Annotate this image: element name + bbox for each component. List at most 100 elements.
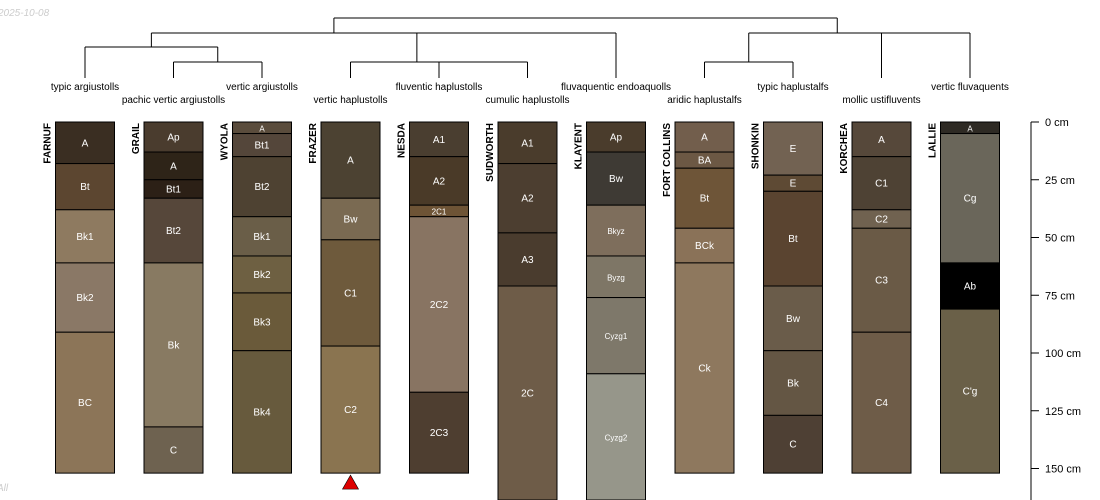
profile-name: SUDWORTH xyxy=(485,123,496,182)
horizon-band xyxy=(232,156,292,218)
profile-frazer: A Bw C1 C2 FRAZER xyxy=(308,121,381,490)
horizon-label: A xyxy=(170,161,177,172)
profile-name: SHONKIN xyxy=(751,123,762,169)
horizon-band xyxy=(497,285,558,500)
horizon-label: Bkyz xyxy=(607,227,624,236)
horizon-label: Bt xyxy=(700,194,710,205)
horizon-label: E xyxy=(790,179,797,190)
horizon-band xyxy=(55,163,115,211)
depth-tick-label: 50 cm xyxy=(1045,233,1075,245)
horizon-band xyxy=(763,190,823,287)
horizon-label: Bw xyxy=(609,174,624,185)
horizon-label: A xyxy=(259,124,265,133)
profile-name: FARNUF xyxy=(43,123,54,164)
depth-tick-label: 75 cm xyxy=(1045,290,1075,302)
taxon-label: fluventic haplustolls xyxy=(396,82,483,93)
profile-name: GRAIL xyxy=(131,123,142,154)
horizon-band xyxy=(232,255,292,294)
profile-klayent: Ap Bw Bkyz Byzg Cyzg1 Cyzg2 KLAYENT xyxy=(574,121,646,500)
horizon-label: A3 xyxy=(521,255,534,266)
horizon-label: C2 xyxy=(875,215,888,226)
horizon-band xyxy=(497,232,558,287)
horizon-label: A xyxy=(967,124,973,133)
horizon-label: Bt xyxy=(80,182,90,193)
taxon-label: mollic ustifluvents xyxy=(842,95,920,106)
horizon-band xyxy=(409,121,469,158)
horizon-band xyxy=(143,197,204,264)
truncation-marker-icon xyxy=(341,474,360,490)
taxon-label: vertic haplustolls xyxy=(314,95,388,106)
depth-tick-label: 125 cm xyxy=(1045,406,1081,418)
horizon-label: Bk2 xyxy=(76,293,94,304)
taxon-label: typic argiustolls xyxy=(51,82,119,93)
horizon-band xyxy=(409,156,469,206)
horizon-band xyxy=(763,350,823,416)
horizon-band xyxy=(320,239,381,347)
horizon-label: Bt1 xyxy=(166,184,181,195)
horizon-label: Bt1 xyxy=(254,141,269,152)
horizon-band xyxy=(143,426,204,474)
horizon-label: C1 xyxy=(875,179,888,190)
horizon-label: C3 xyxy=(875,276,888,287)
horizon-label: Bk3 xyxy=(253,317,271,328)
horizon-label: A xyxy=(347,156,354,167)
horizon-band xyxy=(674,121,735,153)
depth-tick-label: 100 cm xyxy=(1045,348,1081,360)
horizon-label: Ck xyxy=(698,364,711,375)
depth-tick-label: 25 cm xyxy=(1045,175,1075,187)
horizon-label: Cyzg1 xyxy=(605,332,628,341)
horizon-label: BCk xyxy=(695,241,715,252)
profile-grail: Ap A Bt1 Bt2 Bk C GRAIL xyxy=(131,121,204,474)
horizon-band xyxy=(763,121,823,176)
profile-sudworth: A1 A2 A3 2C SUDWORTH xyxy=(485,121,558,500)
horizon-band xyxy=(55,121,115,165)
horizon-band xyxy=(232,292,292,352)
horizon-label: Bw xyxy=(344,215,359,226)
horizon-label: BA xyxy=(698,156,712,167)
horizon-label: 2C3 xyxy=(430,428,449,439)
horizon-label: Bk1 xyxy=(253,232,271,243)
taxon-label: fluvaquentic endoaquolls xyxy=(561,82,671,93)
depth-axis: 0 cm 25 cm 50 cm 75 cm 100 cm 125 cm 150 cm xyxy=(1030,117,1081,500)
depth-tick-label: 0 cm xyxy=(1045,117,1069,129)
horizon-label: 2C xyxy=(521,389,534,400)
horizon-label: Ap xyxy=(610,133,623,144)
profile-fort-collins: A BA Bt BCk Ck FORT COLLINS xyxy=(662,121,735,474)
horizon-label: A xyxy=(82,138,89,149)
horizon-band xyxy=(586,297,646,375)
horizon-label: A1 xyxy=(433,135,446,146)
horizon-label: Ap xyxy=(167,133,180,144)
horizon-band xyxy=(232,216,292,257)
horizon-band xyxy=(55,331,115,474)
taxon-label: aridic haplustalfs xyxy=(667,95,741,106)
horizon-band xyxy=(586,204,646,257)
horizon-label: Bt xyxy=(788,234,798,245)
profile-name: NESDA xyxy=(397,123,408,158)
taxon-label: pachic vertic argiustolls xyxy=(122,95,225,106)
profile-name: LALLIE xyxy=(928,123,939,158)
horizon-band xyxy=(143,262,204,428)
profile-name: FORT COLLINS xyxy=(662,123,673,197)
horizon-label: C xyxy=(789,440,796,451)
horizon-label: Bt2 xyxy=(166,226,181,237)
horizon-band xyxy=(940,133,1000,264)
horizon-label: A xyxy=(878,135,885,146)
horizon-band xyxy=(940,262,1000,310)
horizon-label: C4 xyxy=(875,398,888,409)
horizon-label: A2 xyxy=(521,194,534,205)
horizon-label: Bk1 xyxy=(76,232,94,243)
profile-nesda: A1 A2 2C1 2C2 2C3 NESDA xyxy=(397,121,469,474)
horizon-label: C2 xyxy=(344,405,357,416)
horizon-label: E xyxy=(790,144,797,155)
horizon-label: A1 xyxy=(521,138,534,149)
horizon-label: 2C1 xyxy=(432,207,447,216)
horizon-label: Bk4 xyxy=(253,407,271,418)
horizon-band xyxy=(232,350,292,474)
horizon-label: C1 xyxy=(344,288,357,299)
horizon-label: Cg xyxy=(964,194,977,205)
horizon-label: BC xyxy=(78,398,92,409)
horizon-band xyxy=(586,373,646,500)
horizon-band xyxy=(320,345,381,474)
